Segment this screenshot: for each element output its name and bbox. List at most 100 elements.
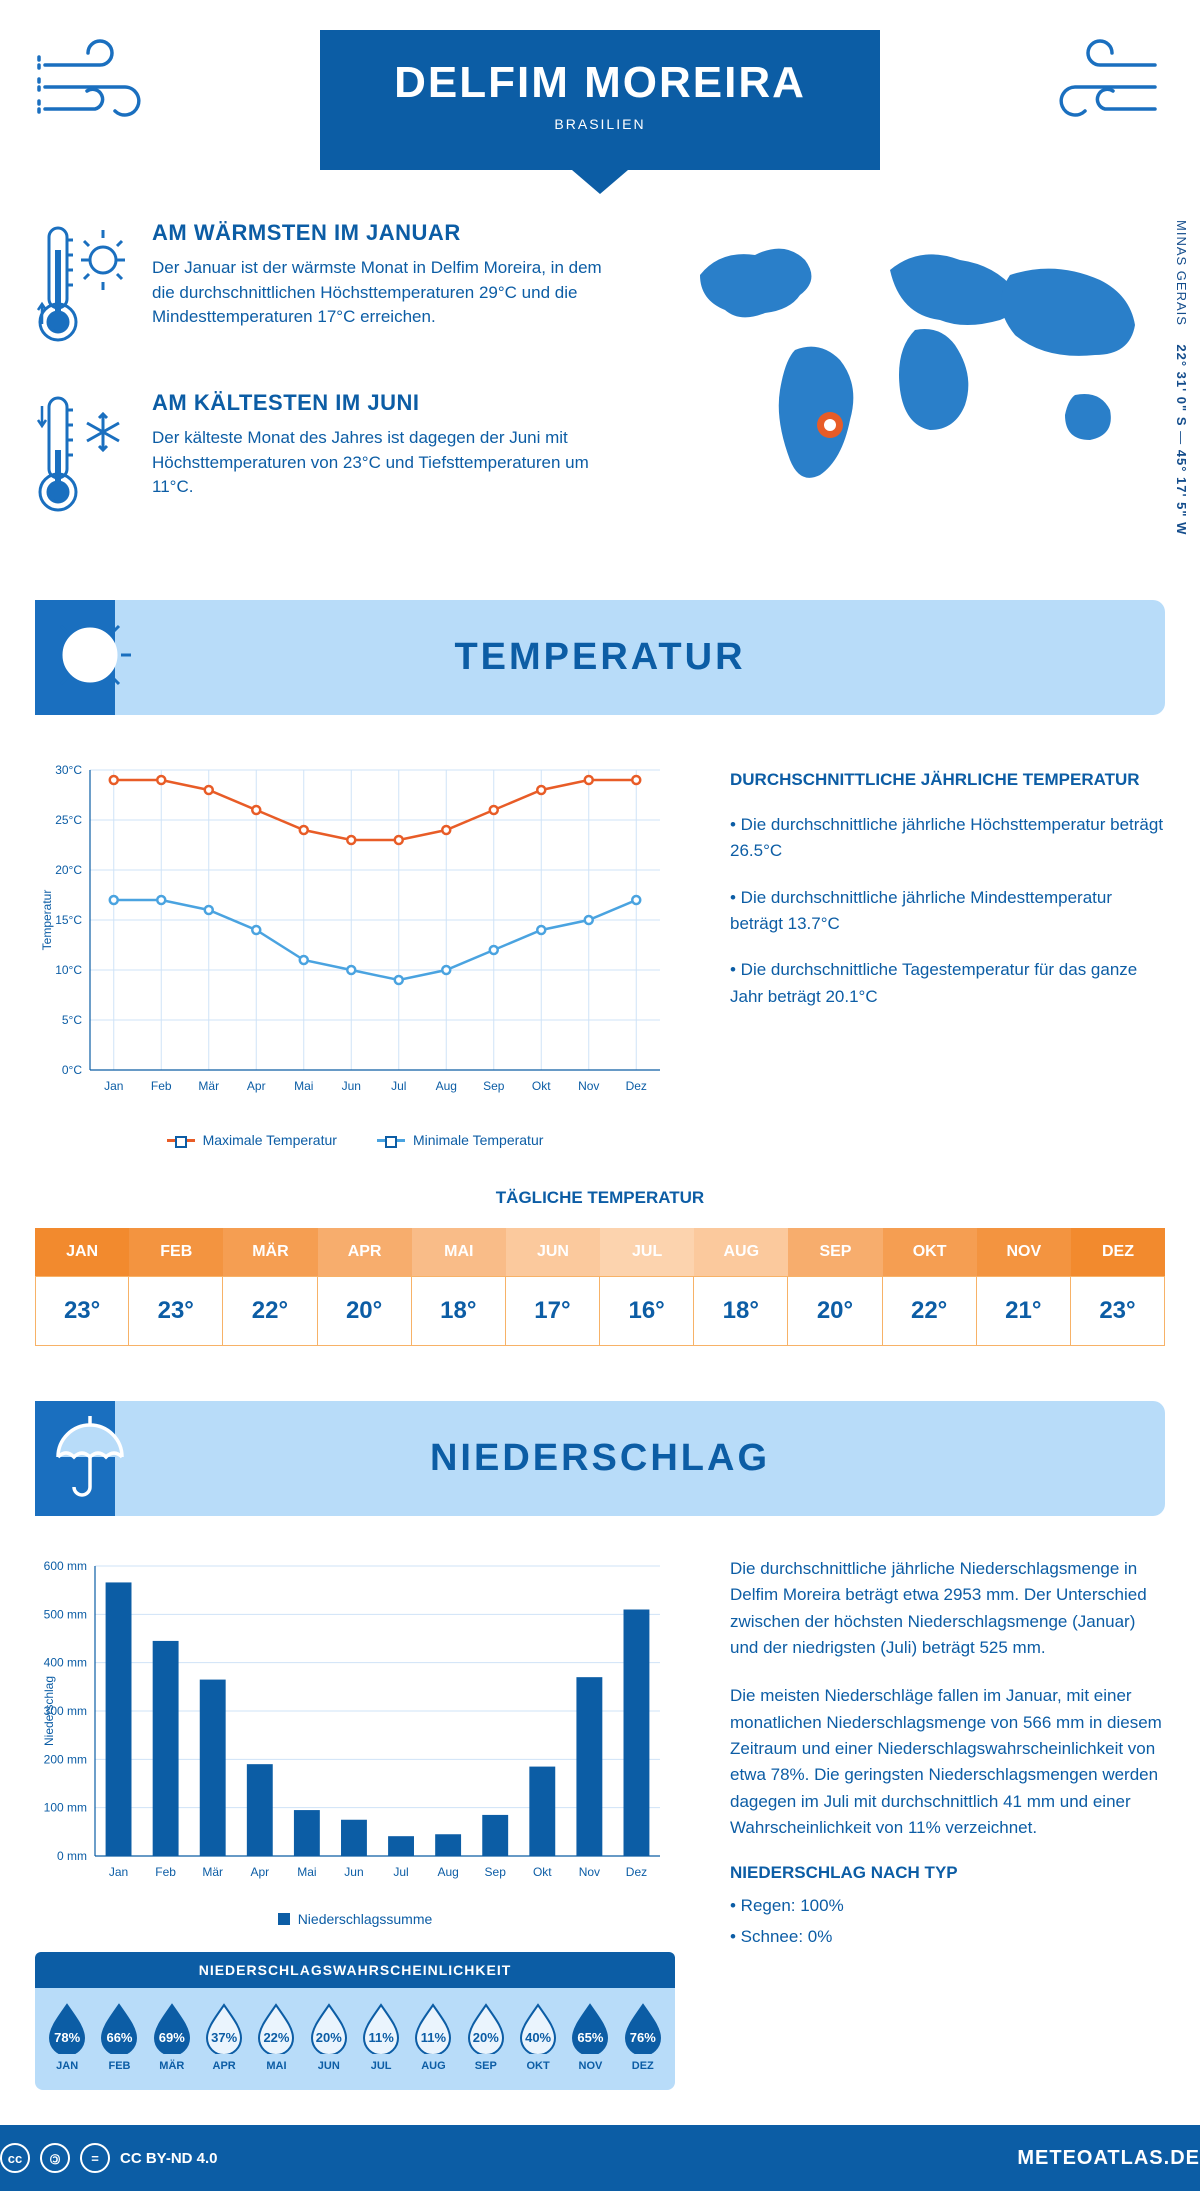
- nd-icon: =: [80, 2143, 110, 2173]
- svg-text:Jul: Jul: [393, 1865, 408, 1879]
- svg-text:Nov: Nov: [578, 1079, 599, 1093]
- svg-text:Jan: Jan: [109, 1865, 128, 1879]
- wind-icon: [1025, 35, 1165, 140]
- svg-text:0 mm: 0 mm: [57, 1849, 87, 1863]
- license-text: CC BY-ND 4.0: [120, 2150, 218, 2167]
- svg-text:Aug: Aug: [437, 1865, 458, 1879]
- svg-text:500 mm: 500 mm: [44, 1607, 87, 1621]
- daily-temp: TÄGLICHE TEMPERATUR JAN 23° FEB 23° MÄR …: [35, 1188, 1165, 1346]
- svg-text:Apr: Apr: [250, 1865, 269, 1879]
- prob-drop: 20% SEP: [461, 2002, 511, 2072]
- svg-text:100 mm: 100 mm: [44, 1801, 87, 1815]
- fact-cold-title: AM KÄLTESTEN IM JUNI: [152, 390, 625, 416]
- temp-col: FEB 23°: [129, 1228, 223, 1346]
- svg-text:Jun: Jun: [342, 1079, 361, 1093]
- temp-col: OKT 22°: [883, 1228, 977, 1346]
- svg-text:20°C: 20°C: [55, 863, 82, 877]
- svg-text:Jul: Jul: [391, 1079, 406, 1093]
- page-subtitle: BRASILIEN: [350, 116, 850, 132]
- precip-probability: NIEDERSCHLAGSWAHRSCHEINLICHKEIT 78% JAN …: [35, 1952, 675, 2090]
- prob-drop: 40% OKT: [513, 2002, 563, 2072]
- prob-drop: 11% JUL: [356, 2002, 406, 2072]
- world-svg: [665, 220, 1165, 500]
- thermometer-snow-icon: [35, 390, 130, 525]
- svg-text:30°C: 30°C: [55, 763, 82, 777]
- svg-text:Okt: Okt: [532, 1079, 551, 1093]
- svg-text:Sep: Sep: [485, 1865, 507, 1879]
- temp-col: JAN 23°: [35, 1228, 129, 1346]
- temp-col: DEZ 23°: [1071, 1228, 1165, 1346]
- precip-heading: NIEDERSCHLAG: [430, 1437, 770, 1480]
- svg-text:400 mm: 400 mm: [44, 1656, 87, 1670]
- page-title: DELFIM MOREIRA: [350, 58, 850, 108]
- wind-icon: [35, 35, 175, 140]
- prob-drop: 78% JAN: [42, 2002, 92, 2072]
- umbrella-icon: [43, 1409, 138, 1509]
- temp-line-chart: 0°C 5°C 10°C 15°C 20°C 25°C 30°C Jan Feb Mär Apr Ma…: [35, 755, 675, 1148]
- fact-warm-title: AM WÄRMSTEN IM JANUAR: [152, 220, 625, 246]
- prob-drop: 76% DEZ: [618, 2002, 668, 2072]
- svg-text:Okt: Okt: [533, 1865, 552, 1879]
- by-icon: 🄯: [40, 2143, 70, 2173]
- temp-col: JUN 17°: [506, 1228, 600, 1346]
- svg-text:5°C: 5°C: [62, 1013, 82, 1027]
- svg-text:25°C: 25°C: [55, 813, 82, 827]
- svg-text:Dez: Dez: [626, 1865, 647, 1879]
- temp-col: SEP 20°: [788, 1228, 882, 1346]
- prob-drop: 37% APR: [199, 2002, 249, 2072]
- world-map: MINAS GERAIS 22° 31' 0" S — 45° 17' 5" W: [665, 220, 1165, 560]
- svg-text:Mär: Mär: [198, 1079, 219, 1093]
- temp-heading: TEMPERATUR: [454, 636, 745, 679]
- svg-text:Feb: Feb: [151, 1079, 172, 1093]
- precip-bar-chart: 0 mm100 mm200 mm300 mm400 mm500 mm600 mm…: [35, 1556, 675, 1896]
- temp-col: NOV 21°: [977, 1228, 1071, 1346]
- section-temperature: TEMPERATUR: [35, 600, 1165, 715]
- location-marker-icon: [817, 412, 843, 438]
- temp-legend: Maximale Temperatur Minimale Temperatur: [35, 1132, 675, 1148]
- svg-text:Jan: Jan: [104, 1079, 123, 1093]
- svg-text:200 mm: 200 mm: [44, 1752, 87, 1766]
- fact-cold-text: Der kälteste Monat des Jahres ist dagege…: [152, 426, 625, 500]
- title-block: DELFIM MOREIRA BRASILIEN: [320, 30, 880, 170]
- svg-text:Sep: Sep: [483, 1079, 505, 1093]
- fact-warm-text: Der Januar ist der wärmste Monat in Delf…: [152, 256, 625, 330]
- svg-text:Nov: Nov: [579, 1865, 600, 1879]
- svg-text:Apr: Apr: [247, 1079, 266, 1093]
- temp-col: JUL 16°: [600, 1228, 694, 1346]
- temp-col: MAI 18°: [412, 1228, 506, 1346]
- svg-text:Mai: Mai: [294, 1079, 313, 1093]
- temp-col: APR 20°: [318, 1228, 412, 1346]
- temp-col: AUG 18°: [694, 1228, 788, 1346]
- svg-text:Jun: Jun: [344, 1865, 363, 1879]
- svg-text:Mär: Mär: [202, 1865, 223, 1879]
- footer: cc 🄯 = CC BY-ND 4.0 METEOATLAS.DE: [0, 2125, 1200, 2191]
- prob-drop: 20% JUN: [304, 2002, 354, 2072]
- svg-text:15°C: 15°C: [55, 913, 82, 927]
- cc-icon: cc: [0, 2143, 30, 2173]
- fact-coldest: AM KÄLTESTEN IM JUNI Der kälteste Monat …: [35, 390, 625, 525]
- prob-drop: 11% AUG: [408, 2002, 458, 2072]
- site-name: METEOATLAS.DE: [1017, 2147, 1200, 2170]
- prob-drop: 22% MAI: [251, 2002, 301, 2072]
- svg-text:Dez: Dez: [626, 1079, 647, 1093]
- intro-row: AM WÄRMSTEN IM JANUAR Der Januar ist der…: [35, 220, 1165, 560]
- precip-legend: Niederschlagssumme: [35, 1911, 675, 1927]
- svg-text:10°C: 10°C: [55, 963, 82, 977]
- coords-text: MINAS GERAIS 22° 31' 0" S — 45° 17' 5" W: [1174, 220, 1189, 535]
- temp-info: DURCHSCHNITTLICHE JÄHRLICHE TEMPERATUR •…: [730, 755, 1165, 1030]
- svg-text:0°C: 0°C: [62, 1063, 82, 1077]
- temp-col: MÄR 22°: [223, 1228, 317, 1346]
- prob-drop: 65% NOV: [565, 2002, 615, 2072]
- svg-text:Temperatur: Temperatur: [40, 890, 54, 951]
- svg-text:600 mm: 600 mm: [44, 1559, 87, 1573]
- header: DELFIM MOREIRA BRASILIEN: [35, 30, 1165, 170]
- sun-icon: [43, 608, 138, 708]
- svg-text:Feb: Feb: [155, 1865, 176, 1879]
- precip-text: Die durchschnittliche jährliche Niedersc…: [730, 1556, 1165, 2090]
- prob-drop: 66% FEB: [94, 2002, 144, 2072]
- svg-text:Niederschlag: Niederschlag: [42, 1676, 56, 1746]
- svg-text:Mai: Mai: [297, 1865, 316, 1879]
- thermometer-sun-icon: [35, 220, 130, 355]
- prob-drop: 69% MÄR: [147, 2002, 197, 2072]
- svg-text:Aug: Aug: [436, 1079, 457, 1093]
